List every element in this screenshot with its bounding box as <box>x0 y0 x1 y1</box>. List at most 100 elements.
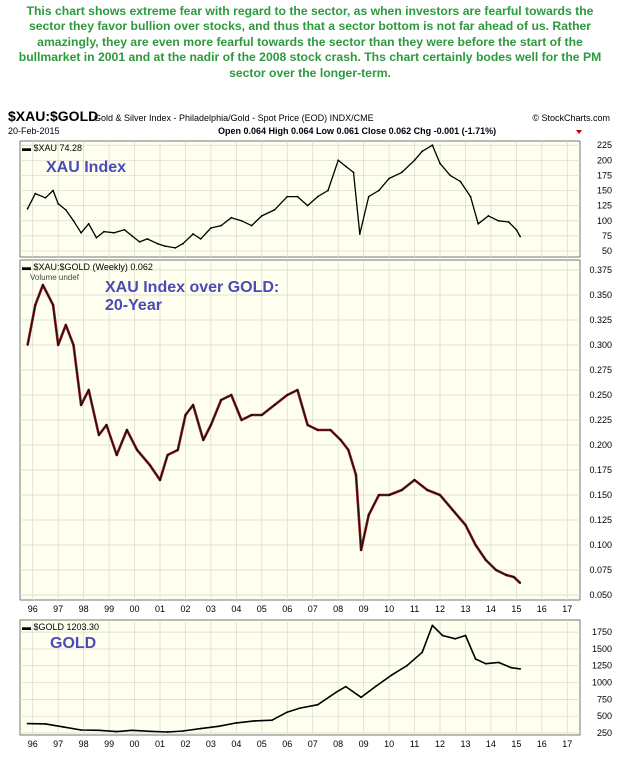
data-point <box>271 719 273 722</box>
x-tick-label: 03 <box>206 739 216 749</box>
data-point <box>375 685 378 687</box>
x-tick-label: 12 <box>435 604 445 614</box>
data-point <box>344 165 347 168</box>
data-point <box>477 222 480 225</box>
data-point <box>166 454 169 456</box>
x-tick-label: 00 <box>130 739 140 749</box>
data-point <box>148 464 151 466</box>
data-point <box>217 725 220 728</box>
x-tick-label: 08 <box>333 739 343 749</box>
data-point <box>337 159 340 162</box>
data-point <box>495 569 497 571</box>
data-point <box>296 195 299 198</box>
data-point <box>286 195 289 198</box>
data-point <box>98 729 100 732</box>
panel-xau-over-gold: 96 97 98 99 00 01 02 03 04 05 06 07 08 09 10 11 12 13 14 15… <box>19 259 612 614</box>
data-point <box>80 231 82 234</box>
x-tick-label: 13 <box>460 604 470 614</box>
y-tick-label: 1500 <box>592 644 612 654</box>
data-point <box>306 204 309 207</box>
data-point <box>138 241 141 243</box>
x-tick-label: 09 <box>359 739 369 749</box>
y-tick-label: 0.225 <box>589 415 612 425</box>
data-point <box>329 429 332 431</box>
data-point <box>334 691 337 694</box>
x-tick-label: 10 <box>384 739 394 749</box>
data-point <box>286 394 289 396</box>
data-point <box>464 634 467 637</box>
y-tick-label: 0.125 <box>589 515 612 525</box>
plot-area <box>19 619 581 736</box>
data-point <box>253 720 256 722</box>
data-point <box>454 637 457 640</box>
x-tick-label: 02 <box>180 604 190 614</box>
data-point <box>80 729 82 731</box>
data-point <box>484 662 487 665</box>
data-point <box>515 228 518 231</box>
x-tick-label: 15 <box>511 739 521 749</box>
data-point <box>103 230 105 233</box>
data-point <box>131 235 133 237</box>
data-point <box>113 231 116 234</box>
data-point <box>250 414 253 416</box>
x-tick-label: 14 <box>486 604 496 614</box>
data-point <box>459 180 462 183</box>
data-point <box>34 304 37 306</box>
y-tick-label: 225 <box>597 140 612 150</box>
x-tick-label: 01 <box>155 739 165 749</box>
x-tick-label: 09 <box>359 604 369 614</box>
y-tick-label: 1000 <box>592 678 612 688</box>
data-point <box>250 224 253 227</box>
data-point <box>431 624 434 627</box>
data-point <box>355 474 357 476</box>
data-point <box>296 389 299 391</box>
data-point <box>484 559 487 561</box>
data-point <box>400 171 403 174</box>
data-point <box>115 454 118 456</box>
data-point <box>474 658 477 660</box>
y-tick-label: 0.375 <box>589 265 612 275</box>
data-point <box>439 494 441 496</box>
data-point <box>260 215 263 217</box>
y-tick-label: 100 <box>597 216 612 226</box>
x-tick-label: 11 <box>410 739 419 749</box>
data-point <box>44 196 47 199</box>
data-point <box>339 439 342 441</box>
x-tick-label: 99 <box>104 739 114 749</box>
data-point <box>327 189 329 192</box>
data-point <box>105 424 108 426</box>
y-tick-label: 0.275 <box>589 365 612 375</box>
panel-annotation: GOLD <box>50 635 96 652</box>
panel-annotation: XAU Index <box>46 159 126 176</box>
data-point <box>148 730 151 733</box>
x-tick-label: 98 <box>79 604 89 614</box>
x-tick-label: 07 <box>308 604 318 614</box>
y-tick-label: 0.175 <box>589 465 612 475</box>
data-point <box>286 711 289 713</box>
data-point <box>230 216 233 219</box>
data-point <box>57 344 60 346</box>
x-tick-label: 04 <box>231 604 241 614</box>
data-point <box>64 324 67 326</box>
data-point <box>352 171 355 174</box>
data-point <box>64 209 67 211</box>
chart-name: Gold & Silver Index - Philadelphia/Gold … <box>94 113 374 123</box>
x-tick-label: 17 <box>562 604 572 614</box>
data-point <box>240 419 243 421</box>
data-point <box>87 222 90 225</box>
data-point <box>57 202 60 205</box>
x-tick-label: 13 <box>460 739 470 749</box>
data-point <box>199 238 202 240</box>
data-point <box>26 344 29 346</box>
data-point <box>464 524 467 526</box>
ohlc-line: Open 0.064 High 0.064 Low 0.061 Close 0.… <box>218 126 496 136</box>
series-line <box>27 283 521 584</box>
data-point <box>273 404 276 406</box>
data-point <box>26 722 29 725</box>
y-tick-label: 0.075 <box>589 565 612 575</box>
x-tick-label: 06 <box>282 739 292 749</box>
x-tick-label: 14 <box>486 739 496 749</box>
data-point <box>421 150 424 153</box>
data-point <box>146 238 149 240</box>
x-tick-label: 07 <box>308 739 318 749</box>
